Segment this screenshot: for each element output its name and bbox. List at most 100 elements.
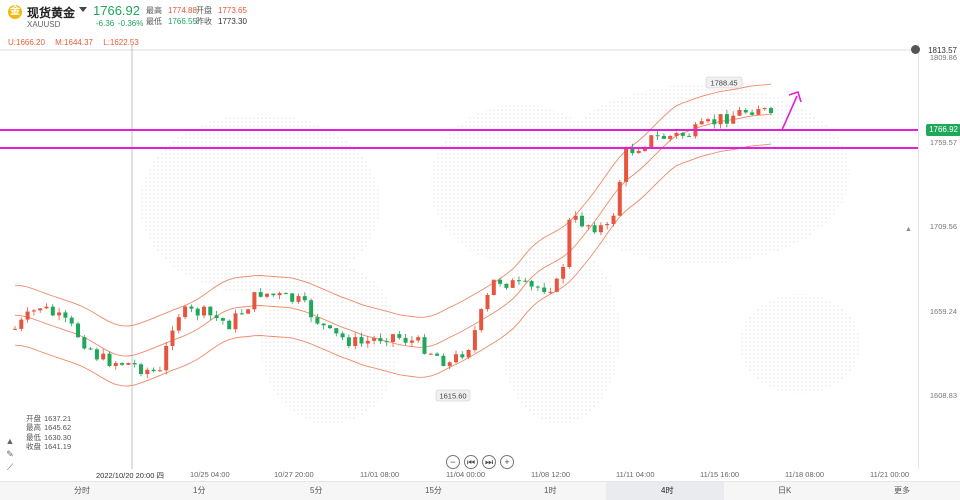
- candle-body: [340, 333, 345, 338]
- tab-more[interactable]: 更多: [894, 486, 910, 495]
- candle-body: [107, 353, 112, 366]
- price-label-top: 1813.57: [928, 46, 957, 55]
- price-label: 1709.56: [929, 222, 957, 231]
- candle-body: [126, 363, 131, 365]
- candle-body: [479, 309, 484, 331]
- candle-body: [769, 108, 773, 113]
- candle-body: [592, 225, 597, 233]
- price-label: 1659.24: [929, 307, 957, 316]
- candle-body: [718, 114, 723, 125]
- candle-body: [82, 337, 87, 349]
- selected-tab-highlight: [606, 482, 724, 500]
- candle-body: [630, 148, 635, 154]
- candlestick-chart[interactable]: 1788.45 1615.60: [0, 44, 918, 469]
- tab-15min[interactable]: 15分: [425, 486, 442, 495]
- candle-body: [315, 317, 320, 324]
- candle-body: [302, 296, 307, 301]
- tab-4hour[interactable]: 4时: [661, 486, 674, 495]
- candle-body: [529, 281, 534, 287]
- stat-prev-close: 昨收 1773.30: [196, 17, 247, 26]
- candle-body: [567, 219, 572, 267]
- candle-body: [113, 363, 118, 366]
- candle-body: [498, 279, 503, 284]
- svg-text:1615.60: 1615.60: [439, 392, 466, 401]
- candle-body: [756, 109, 761, 115]
- candle-body: [277, 293, 282, 296]
- time-label: 11/04 00:00: [446, 470, 486, 479]
- tab-1hour[interactable]: 1时: [544, 486, 557, 495]
- candle-body: [258, 292, 263, 297]
- candle-body: [403, 337, 408, 343]
- candle-body: [447, 362, 452, 367]
- candle-body: [680, 133, 685, 136]
- symbol-code: XAUUSD: [27, 20, 61, 29]
- candle-body: [265, 293, 269, 297]
- candle-body: [416, 337, 421, 341]
- boll-middle: M:1644.37: [55, 38, 93, 47]
- price-axis[interactable]: 1813.57 1809.86 1766.92 1759.57 1709.56 …: [911, 44, 960, 469]
- candle-body: [674, 133, 679, 136]
- stat-low: 最低 1766.55: [146, 17, 197, 26]
- candle-body: [384, 341, 389, 343]
- time-label: 11/11 04:00: [616, 470, 655, 479]
- zoom-in-button[interactable]: +: [500, 455, 514, 469]
- candle-body: [164, 345, 169, 371]
- candle-body: [535, 286, 540, 288]
- candle-body: [76, 323, 80, 338]
- tab-1min[interactable]: 1分: [193, 486, 206, 495]
- zoom-out-button[interactable]: −: [446, 455, 460, 469]
- pencil-icon[interactable]: ✎: [6, 449, 14, 459]
- candle-body: [57, 312, 62, 316]
- price-label: 1759.57: [929, 138, 957, 147]
- candle-body: [580, 215, 584, 227]
- candle-body: [523, 280, 528, 282]
- time-label: 2022/10/20 20:00 四: [96, 471, 164, 480]
- time-axis[interactable]: 2022/10/20 20:00 四 10/25 04:00 10/27 20:…: [0, 469, 918, 481]
- price-change: -6.36: [96, 19, 115, 28]
- alarm-bell-icon[interactable]: [911, 45, 920, 54]
- candle-body: [296, 296, 301, 302]
- candle-body: [643, 147, 647, 151]
- candle-body: [170, 330, 175, 346]
- candle-body: [271, 293, 276, 296]
- tab-daily[interactable]: 日K: [778, 486, 792, 495]
- candle-body: [472, 330, 477, 351]
- last-price: 1766.92: [93, 3, 140, 18]
- ruler-icon[interactable]: ⟋: [6, 462, 14, 472]
- symbol-name[interactable]: 现货黄金: [27, 6, 76, 20]
- tab-timeshare[interactable]: 分时: [74, 486, 90, 495]
- candle-body: [309, 300, 314, 318]
- candle-body: [743, 109, 748, 113]
- time-label: 11/18 08:00: [785, 470, 825, 479]
- candle-body: [31, 310, 36, 312]
- candle-body: [605, 223, 610, 226]
- chevron-down-icon[interactable]: [79, 7, 87, 12]
- candle-body: [132, 363, 137, 365]
- settings-triangle-icon[interactable]: ▲: [905, 226, 912, 233]
- candle-body: [195, 308, 200, 316]
- candle-body: [69, 317, 74, 324]
- candle-body: [428, 353, 433, 355]
- tab-5min[interactable]: 5分: [310, 486, 323, 495]
- stat-high: 最高 1774.88: [146, 6, 197, 15]
- candle-body: [554, 278, 559, 292]
- time-label: 11/08 12:00: [531, 470, 571, 479]
- trend-arrow-drawing[interactable]: [781, 90, 802, 131]
- scroll-start-button[interactable]: ⏮: [464, 455, 478, 469]
- price-label: 1608.83: [929, 391, 957, 400]
- candle-body: [561, 266, 566, 279]
- candle-body: [13, 328, 17, 330]
- draw-tool-icon[interactable]: ▲: [5, 436, 15, 446]
- scroll-end-button[interactable]: ⏭: [482, 455, 496, 469]
- candle-body: [611, 215, 616, 224]
- candle-body: [365, 340, 370, 344]
- time-label: 11/21 00:00: [870, 470, 910, 479]
- timeframe-tabs: 分时 1分 5分 15分 1时 4时 日K 更多: [0, 481, 960, 500]
- candle-body: [145, 369, 150, 375]
- candle-body: [737, 109, 742, 116]
- candle-body: [548, 291, 553, 293]
- candle-body: [409, 340, 414, 343]
- candle-body: [176, 317, 181, 331]
- candle-body: [63, 312, 68, 318]
- candle-body: [617, 181, 622, 216]
